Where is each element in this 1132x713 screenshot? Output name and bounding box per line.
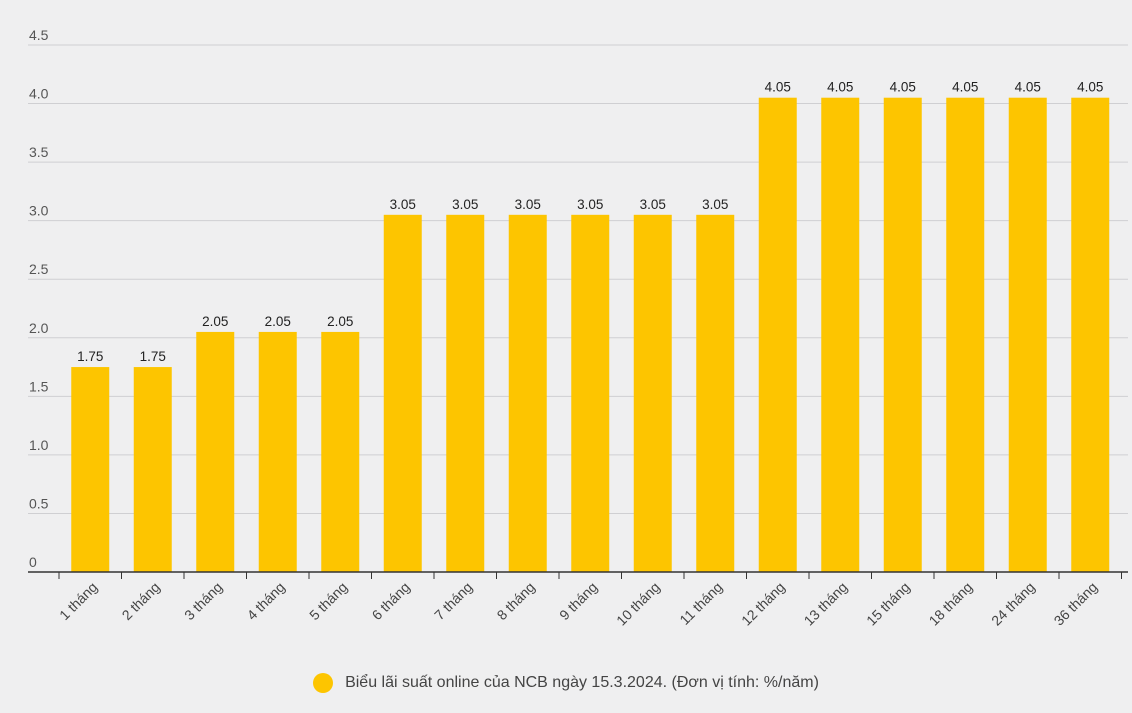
bar[interactable] [571, 214, 610, 573]
bar[interactable] [821, 97, 860, 572]
x-tick-label: 6 tháng [369, 579, 413, 623]
legend-label: Biểu lãi suất online của NCB ngày 15.3.2… [345, 674, 819, 691]
bar[interactable] [946, 97, 985, 572]
data-label: 3.05 [640, 197, 666, 212]
data-label: 4.05 [827, 80, 853, 95]
x-tick-label: 24 tháng [988, 579, 1038, 629]
bar-chart-plot: 0 0.5 1.0 1.5 2.0 2.5 3.0 3.5 4.0 4.5 1.75 1.75 2.0… [28, 27, 1128, 629]
y-axis-ticks: 0 0.5 1.0 1.5 2.0 2.5 3.0 3.5 4.0 4.5 [29, 27, 49, 570]
bar[interactable] [258, 331, 297, 572]
x-tick-label: 11 tháng [676, 579, 725, 628]
y-tick-label: 1.5 [29, 378, 49, 394]
data-labels: 1.75 1.75 2.05 2.05 2.05 3.05 3.05 3.05 3.05 3.05… [77, 80, 1103, 364]
bar[interactable] [196, 331, 235, 572]
data-label: 3.05 [577, 197, 603, 212]
data-label: 3.05 [515, 197, 541, 212]
bar[interactable] [71, 367, 110, 572]
data-label: 2.05 [265, 314, 291, 329]
data-label: 4.05 [1077, 80, 1103, 95]
x-tick-label: 12 tháng [738, 579, 788, 629]
bar[interactable] [446, 214, 485, 573]
y-tick-label: 0 [29, 554, 37, 570]
bar[interactable] [883, 97, 922, 572]
bar[interactable] [321, 331, 360, 572]
data-label: 1.75 [77, 349, 103, 364]
x-tick-label: 5 tháng [306, 579, 350, 623]
y-tick-label: 4.0 [29, 86, 49, 102]
bar[interactable] [696, 214, 735, 573]
data-label: 4.05 [890, 80, 916, 95]
y-tick-label: 4.5 [29, 27, 49, 43]
bars [71, 97, 1110, 573]
y-tick-label: 2.5 [29, 261, 49, 277]
x-tick-label: 8 tháng [494, 579, 538, 623]
data-label: 4.05 [952, 80, 978, 95]
bar[interactable] [133, 367, 172, 572]
data-label: 4.05 [1015, 80, 1041, 95]
x-tick-label: 10 tháng [613, 579, 663, 629]
x-tick-label: 2 tháng [119, 579, 163, 623]
bar[interactable] [508, 214, 547, 573]
x-tick-label: 7 tháng [431, 579, 475, 623]
legend-swatch [313, 673, 334, 693]
data-label: 2.05 [202, 314, 228, 329]
x-tick-label: 9 tháng [556, 579, 600, 623]
legend[interactable]: Biểu lãi suất online của NCB ngày 15.3.2… [0, 673, 1132, 693]
y-tick-label: 2.0 [29, 320, 49, 336]
x-tick-label: 4 tháng [244, 579, 288, 623]
bar[interactable] [383, 214, 422, 573]
x-tick-label: 15 tháng [863, 579, 913, 629]
x-axis [28, 571, 1128, 579]
x-axis-categories: 1 tháng 2 tháng 3 tháng 4 tháng 5 tháng 6 thá… [56, 579, 1100, 629]
y-tick-label: 3.5 [29, 144, 49, 160]
bar[interactable] [1008, 97, 1047, 572]
bar[interactable] [633, 214, 672, 573]
data-label: 3.05 [452, 197, 478, 212]
bar[interactable] [1071, 97, 1110, 572]
x-tick-label: 13 tháng [801, 579, 851, 629]
y-tick-label: 1.0 [29, 437, 49, 453]
data-label: 3.05 [702, 197, 728, 212]
x-tick-label: 3 tháng [181, 579, 225, 623]
x-tick-label: 36 tháng [1051, 579, 1101, 629]
data-label: 1.75 [140, 349, 166, 364]
data-label: 3.05 [390, 197, 416, 212]
x-tick-label: 18 tháng [926, 579, 976, 629]
x-tick-label: 1 tháng [56, 579, 100, 623]
y-tick-label: 3.0 [29, 203, 49, 219]
y-tick-label: 0.5 [29, 495, 49, 511]
data-label: 2.05 [327, 314, 353, 329]
bar[interactable] [758, 97, 797, 572]
data-label: 4.05 [765, 80, 791, 95]
